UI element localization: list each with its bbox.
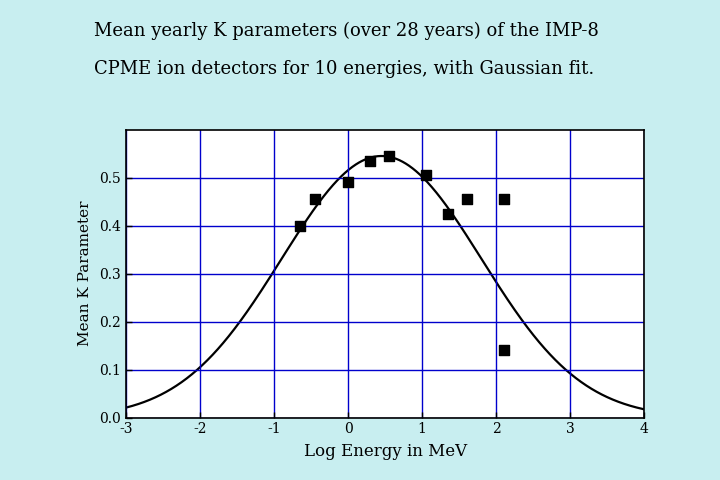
- Point: [309, 195, 320, 203]
- Text: CPME ion detectors for 10 energies, with Gaussian fit.: CPME ion detectors for 10 energies, with…: [94, 60, 594, 78]
- Y-axis label: Mean K Parameter: Mean K Parameter: [78, 201, 92, 347]
- Point: [343, 179, 354, 186]
- Point: [383, 152, 395, 160]
- Point: [442, 210, 454, 217]
- X-axis label: Log Energy in MeV: Log Energy in MeV: [304, 444, 467, 460]
- Point: [461, 195, 472, 203]
- Point: [498, 347, 510, 354]
- Point: [364, 157, 376, 165]
- Point: [294, 222, 306, 229]
- Text: Mean yearly K parameters (over 28 years) of the IMP-8: Mean yearly K parameters (over 28 years)…: [94, 22, 598, 40]
- Point: [498, 195, 510, 203]
- Point: [420, 171, 432, 179]
